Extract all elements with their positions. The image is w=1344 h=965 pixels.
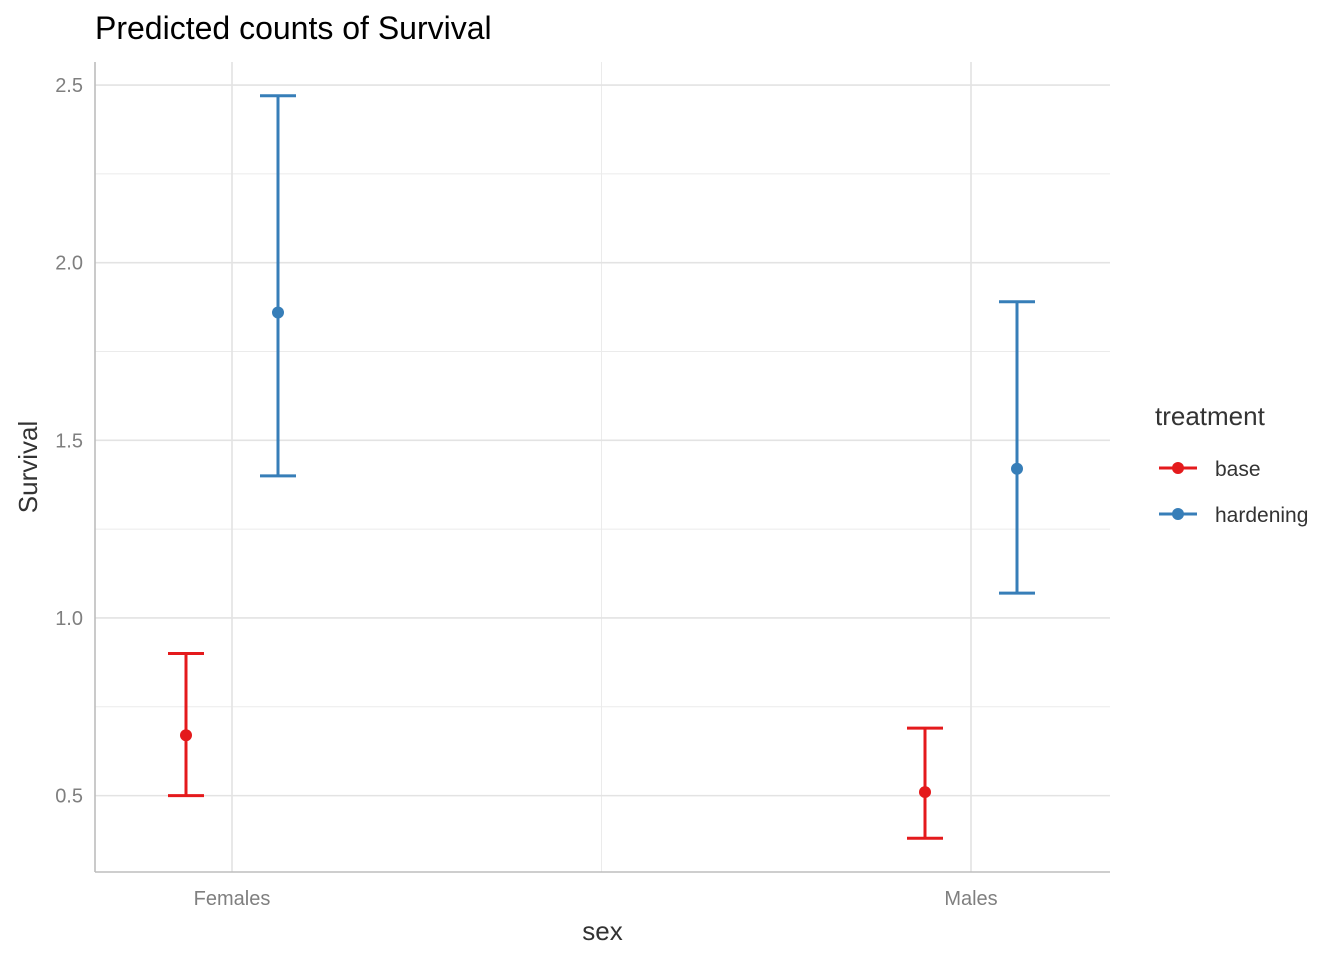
data-point-base <box>180 729 192 742</box>
y-tick-label: 1.0 <box>55 608 83 630</box>
legend-key-point-base <box>1172 462 1184 474</box>
y-axis-title: Survival <box>13 421 43 513</box>
legend-label-base: base <box>1215 458 1261 481</box>
y-tick-label: 2.5 <box>55 75 83 97</box>
legend-title: treatment <box>1155 401 1266 431</box>
legend-label-hardening: hardening <box>1215 504 1308 527</box>
x-axis-title: sex <box>582 916 622 946</box>
data-point-hardening <box>272 306 284 319</box>
chart-title: Predicted counts of Survival <box>95 10 492 46</box>
y-tick-label: 0.5 <box>55 786 83 808</box>
y-tick-label: 2.0 <box>55 253 83 275</box>
data-point-hardening <box>1011 462 1023 475</box>
x-tick-label: Females <box>194 888 271 910</box>
data-point-base <box>919 786 931 799</box>
x-tick-label: Males <box>944 888 997 910</box>
y-tick-label: 1.5 <box>55 430 83 452</box>
legend-key-point-hardening <box>1172 508 1184 520</box>
